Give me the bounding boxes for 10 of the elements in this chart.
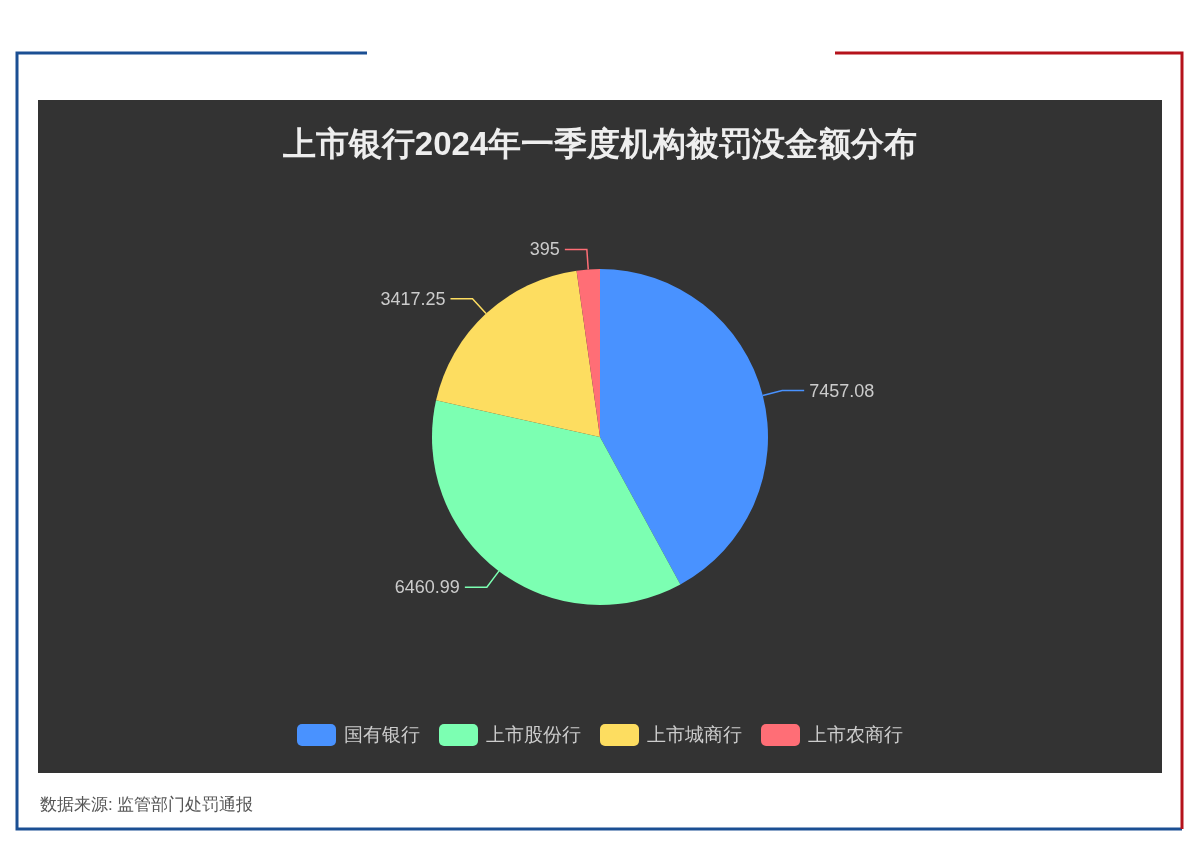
legend-label: 国有银行 [344,724,420,745]
chart-title: 上市银行2024年一季度机构被罚没金额分布 [281,125,918,162]
legend-label: 上市农商行 [808,724,903,745]
legend-label: 上市股份行 [486,724,581,745]
data-label: 3417.25 [380,288,446,309]
legend-label: 上市城商行 [647,724,742,745]
data-label: 7457.08 [809,380,875,401]
source-note: 数据来源: 监管部门处罚通报 [40,795,254,814]
data-label: 395 [529,239,560,260]
data-label: 6460.99 [394,577,460,598]
